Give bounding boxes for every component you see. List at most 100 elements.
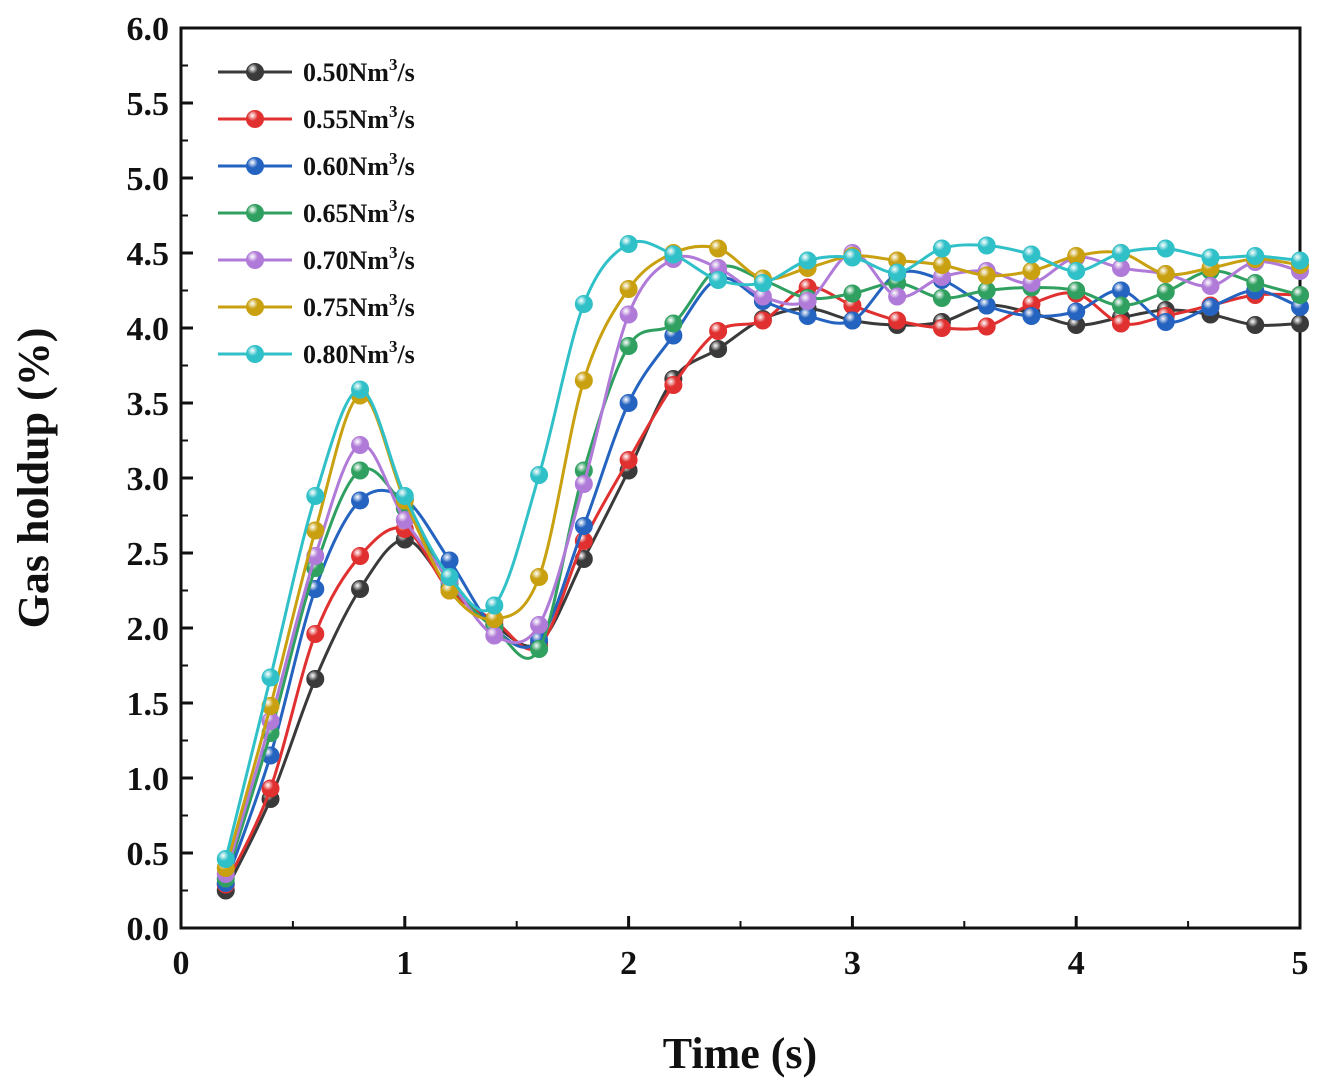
data-point <box>574 371 593 390</box>
axes: 0 1 2 3 4 5 0.0 0.5 1.0 1.5 2.0 2.5 3.0 3.5 4.0 4.5 5.0 5… <box>127 11 1309 982</box>
data-point <box>753 311 772 330</box>
data-point <box>1067 302 1086 321</box>
data-point <box>977 317 996 336</box>
data-point <box>619 451 638 469</box>
data-point <box>1291 286 1309 304</box>
legend-marker <box>246 204 264 222</box>
data-point <box>1022 245 1041 264</box>
data-point <box>351 547 370 565</box>
legend-label: 0.65Nm3/s <box>303 196 415 228</box>
data-point <box>932 256 951 274</box>
legend-marker <box>246 298 264 316</box>
x-tick-label: 0 <box>173 945 190 982</box>
series-0 <box>216 296 1309 900</box>
data-point <box>395 487 414 505</box>
data-point <box>977 236 996 255</box>
data-point <box>709 239 728 258</box>
y-axis-title: Gas holdup (%) <box>9 328 58 629</box>
legend-item: 0.50Nm3/s <box>218 55 415 87</box>
y-tick-label: 6.0 <box>127 11 170 48</box>
y-tick-label: 5.0 <box>127 161 170 198</box>
data-point <box>664 245 683 264</box>
data-point <box>619 305 638 324</box>
legend-marker <box>246 251 264 269</box>
data-point <box>977 296 996 315</box>
legend-label: 0.75Nm3/s <box>303 290 415 322</box>
data-point <box>216 850 235 868</box>
legend-label: 0.70Nm3/s <box>303 243 415 275</box>
legend-item: 0.70Nm3/s <box>218 243 415 275</box>
data-point <box>351 491 370 510</box>
data-point <box>351 380 370 399</box>
y-tick-label: 0.5 <box>127 836 170 873</box>
data-point <box>351 436 370 454</box>
legend-item: 0.75Nm3/s <box>218 290 415 322</box>
legend-marker <box>246 345 264 363</box>
data-point <box>1022 307 1041 325</box>
legend-label: 0.80Nm3/s <box>303 337 415 369</box>
data-point <box>530 640 549 658</box>
data-point <box>530 616 549 634</box>
data-point <box>351 580 370 598</box>
data-point <box>440 568 459 586</box>
data-point <box>306 670 325 688</box>
data-point <box>1201 298 1220 316</box>
y-tick-label: 4.0 <box>127 311 170 348</box>
series-line <box>224 285 1301 886</box>
x-tick-label: 2 <box>620 945 637 982</box>
data-point <box>1291 314 1309 333</box>
data-point <box>709 322 728 340</box>
data-point <box>306 487 325 505</box>
data-point <box>261 779 280 798</box>
data-point <box>888 311 907 330</box>
data-point <box>1246 274 1265 292</box>
legend-item: 0.60Nm3/s <box>218 149 415 181</box>
data-point <box>1201 277 1220 295</box>
data-point <box>485 626 504 645</box>
data-point <box>1022 262 1041 280</box>
data-point <box>1067 247 1086 265</box>
legend-marker <box>246 110 264 128</box>
data-point <box>351 461 370 480</box>
data-point <box>574 295 593 313</box>
legend-marker <box>246 157 264 175</box>
data-point <box>485 596 504 615</box>
data-point <box>306 521 325 540</box>
data-point <box>1246 247 1265 265</box>
y-tick-label: 2.5 <box>127 536 170 573</box>
data-point <box>664 314 683 333</box>
data-point <box>1111 281 1130 300</box>
data-point <box>798 251 817 270</box>
y-tick-label: 5.5 <box>127 86 170 123</box>
data-point <box>932 239 951 258</box>
data-point <box>530 568 549 586</box>
data-point <box>1246 316 1265 334</box>
data-point <box>530 466 549 484</box>
legend: 0.50Nm3/s 0.55Nm3/s 0.60Nm3/s 0.65Nm3/s 0.70… <box>218 55 415 369</box>
y-tick-label: 4.5 <box>127 236 170 273</box>
data-point <box>932 289 951 307</box>
x-tick-label: 1 <box>396 945 413 982</box>
legend-label: 0.55Nm3/s <box>303 102 415 134</box>
data-point <box>261 668 280 687</box>
data-point <box>1156 313 1175 331</box>
data-point <box>709 340 728 358</box>
data-point <box>619 280 638 298</box>
data-point <box>574 517 593 535</box>
data-point <box>1156 239 1175 258</box>
data-point <box>843 311 862 330</box>
data-point <box>843 284 862 303</box>
data-point <box>1156 283 1175 301</box>
y-tick-label: 1.0 <box>127 761 170 798</box>
data-point <box>664 376 683 394</box>
data-point <box>843 248 862 267</box>
x-tick-label: 3 <box>844 945 861 982</box>
data-point <box>1111 244 1130 262</box>
data-point <box>1067 281 1086 300</box>
legend-item: 0.80Nm3/s <box>218 337 415 369</box>
data-point <box>619 337 638 355</box>
data-point <box>977 281 996 300</box>
data-point <box>932 319 951 337</box>
y-tick-label: 3.5 <box>127 386 170 423</box>
data-point <box>977 266 996 285</box>
